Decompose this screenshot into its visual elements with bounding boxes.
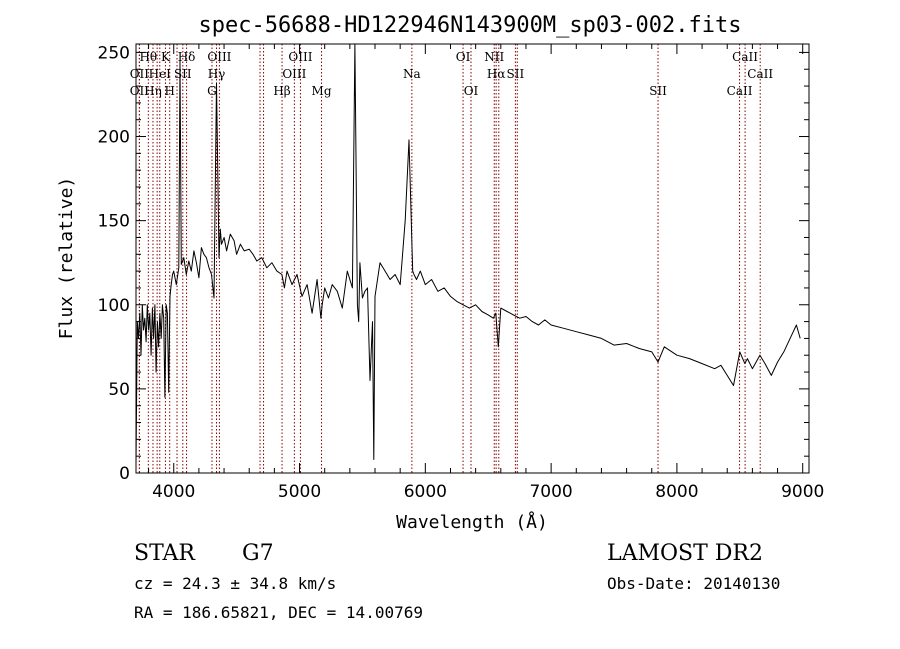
y-tick-label-0: 0 [119,464,130,484]
x-tick-label-4000: 4000 [152,482,195,502]
spectral-line-label-4: OIII [288,50,312,64]
spectral-line-label-13: Na [403,67,421,81]
object-subclass: G7 [242,541,274,566]
x-tick-label-7000: 7000 [529,482,572,502]
spectral-line-label-18: Hη [144,84,162,98]
spectral-line-label-22: Mg [312,84,332,98]
spectral-line-label-7: CaII [732,50,758,64]
y-axis-ticks: 0 50 100 150 200 250 [98,43,809,484]
x-tick-label-5000: 5000 [278,482,321,502]
spectral-marker-lines [138,44,761,473]
coordinates-readout: RA = 186.65821, DEC = 14.00769 [134,603,423,622]
y-axis-label: Flux (relative) [56,177,77,340]
observation-date: Obs-Date: 20140130 [607,574,780,593]
spectral-line-label-11: Hγ [208,67,226,81]
x-tick-label-8000: 8000 [655,482,698,502]
spectral-line-label-0: Hθ [139,50,157,64]
plot-frame [135,43,810,474]
spectrum-line-0 [135,43,801,465]
y-tick-label-250: 250 [98,43,130,63]
spectral-line-label-6: NII [484,50,504,64]
chart-title: spec-56688-HD122946N143900M_sp03-002.fit… [198,13,741,38]
spectral-line-label-20: G [207,84,217,98]
x-axis-ticks: 4000 5000 6000 7000 8000 9000 [148,44,824,502]
spectral-line-label-8: OII [130,67,150,81]
spectral-line-label-9: HeI [149,67,172,81]
spectral-line-label-2: Hδ [178,50,196,64]
spectral-line-label-5: OI [456,50,471,64]
redshift-readout: cz = 24.3 ± 34.8 km/s [134,574,336,593]
spectral-line-label-14: Hα [487,67,506,81]
spectral-line-label-10: SII [174,67,192,81]
spectral-line-label-19: H [164,84,174,98]
y-tick-label-50: 50 [108,380,130,400]
spectrum-plot-area [135,43,801,465]
object-type: STAR [134,541,196,566]
spectral-line-label-24: SII [649,84,667,98]
spectral-line-label-3: OIII [207,50,231,64]
spectral-line-label-16: CaII [747,67,773,81]
spectral-line-label-23: OI [464,84,479,98]
spectral-line-label-17: OII [130,84,150,98]
survey-name: LAMOST DR2 [607,541,763,566]
x-tick-label-9000: 9000 [781,482,824,502]
x-axis-label: Wavelength (Å) [396,511,548,533]
x-tick-label-6000: 6000 [404,482,447,502]
spectral-line-label-25: CaII [727,84,753,98]
spectral-line-label-15: SII [507,67,525,81]
spectral-line-label-1: K [161,50,171,64]
y-tick-label-150: 150 [98,212,130,232]
spectral-line-label-12: OIII [282,67,306,81]
y-tick-label-100: 100 [98,296,130,316]
spectral-line-label-21: Hβ [273,84,290,98]
y-tick-label-200: 200 [98,128,130,148]
